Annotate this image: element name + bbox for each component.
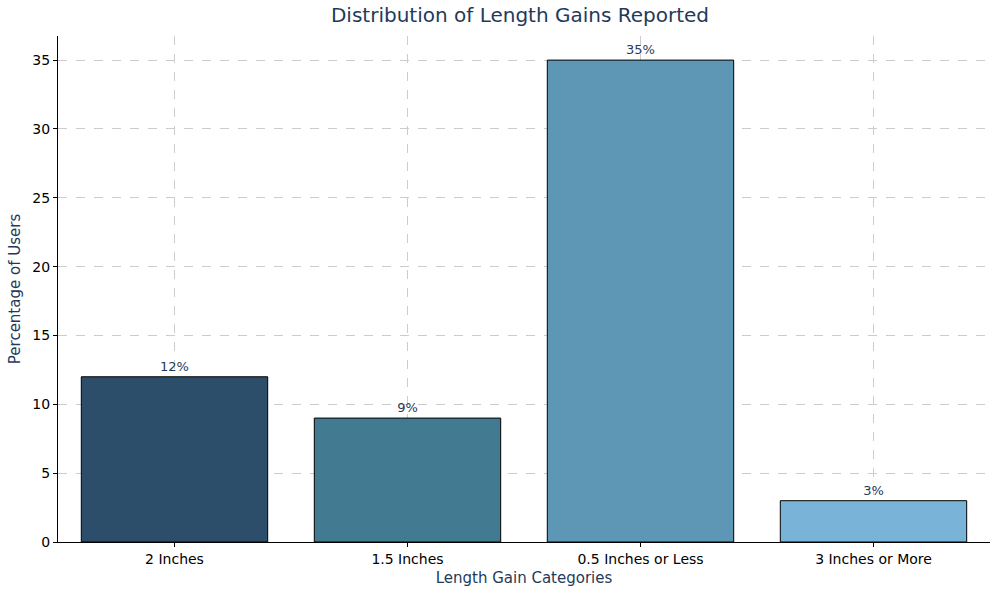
svg-text:9%: 9% xyxy=(397,400,418,415)
svg-text:12%: 12% xyxy=(160,359,189,374)
svg-text:Distribution of Length Gains R: Distribution of Length Gains Reported xyxy=(331,3,709,27)
svg-text:10: 10 xyxy=(32,396,50,412)
svg-text:1.5 Inches: 1.5 Inches xyxy=(371,551,443,567)
svg-text:20: 20 xyxy=(32,259,50,275)
svg-text:25: 25 xyxy=(32,190,50,206)
svg-text:5: 5 xyxy=(41,465,50,481)
svg-text:Percentage of Users: Percentage of Users xyxy=(6,214,24,365)
svg-text:0.5 Inches or Less: 0.5 Inches or Less xyxy=(577,551,703,567)
svg-text:0: 0 xyxy=(41,534,50,550)
svg-text:15: 15 xyxy=(32,327,50,343)
svg-text:35%: 35% xyxy=(626,42,655,57)
svg-text:30: 30 xyxy=(32,121,50,137)
svg-text:Length Gain Categories: Length Gain Categories xyxy=(436,569,613,587)
svg-text:3 Inches or More: 3 Inches or More xyxy=(815,551,932,567)
svg-text:2 Inches: 2 Inches xyxy=(145,551,204,567)
svg-text:35: 35 xyxy=(32,52,50,68)
svg-text:3%: 3% xyxy=(863,483,884,498)
